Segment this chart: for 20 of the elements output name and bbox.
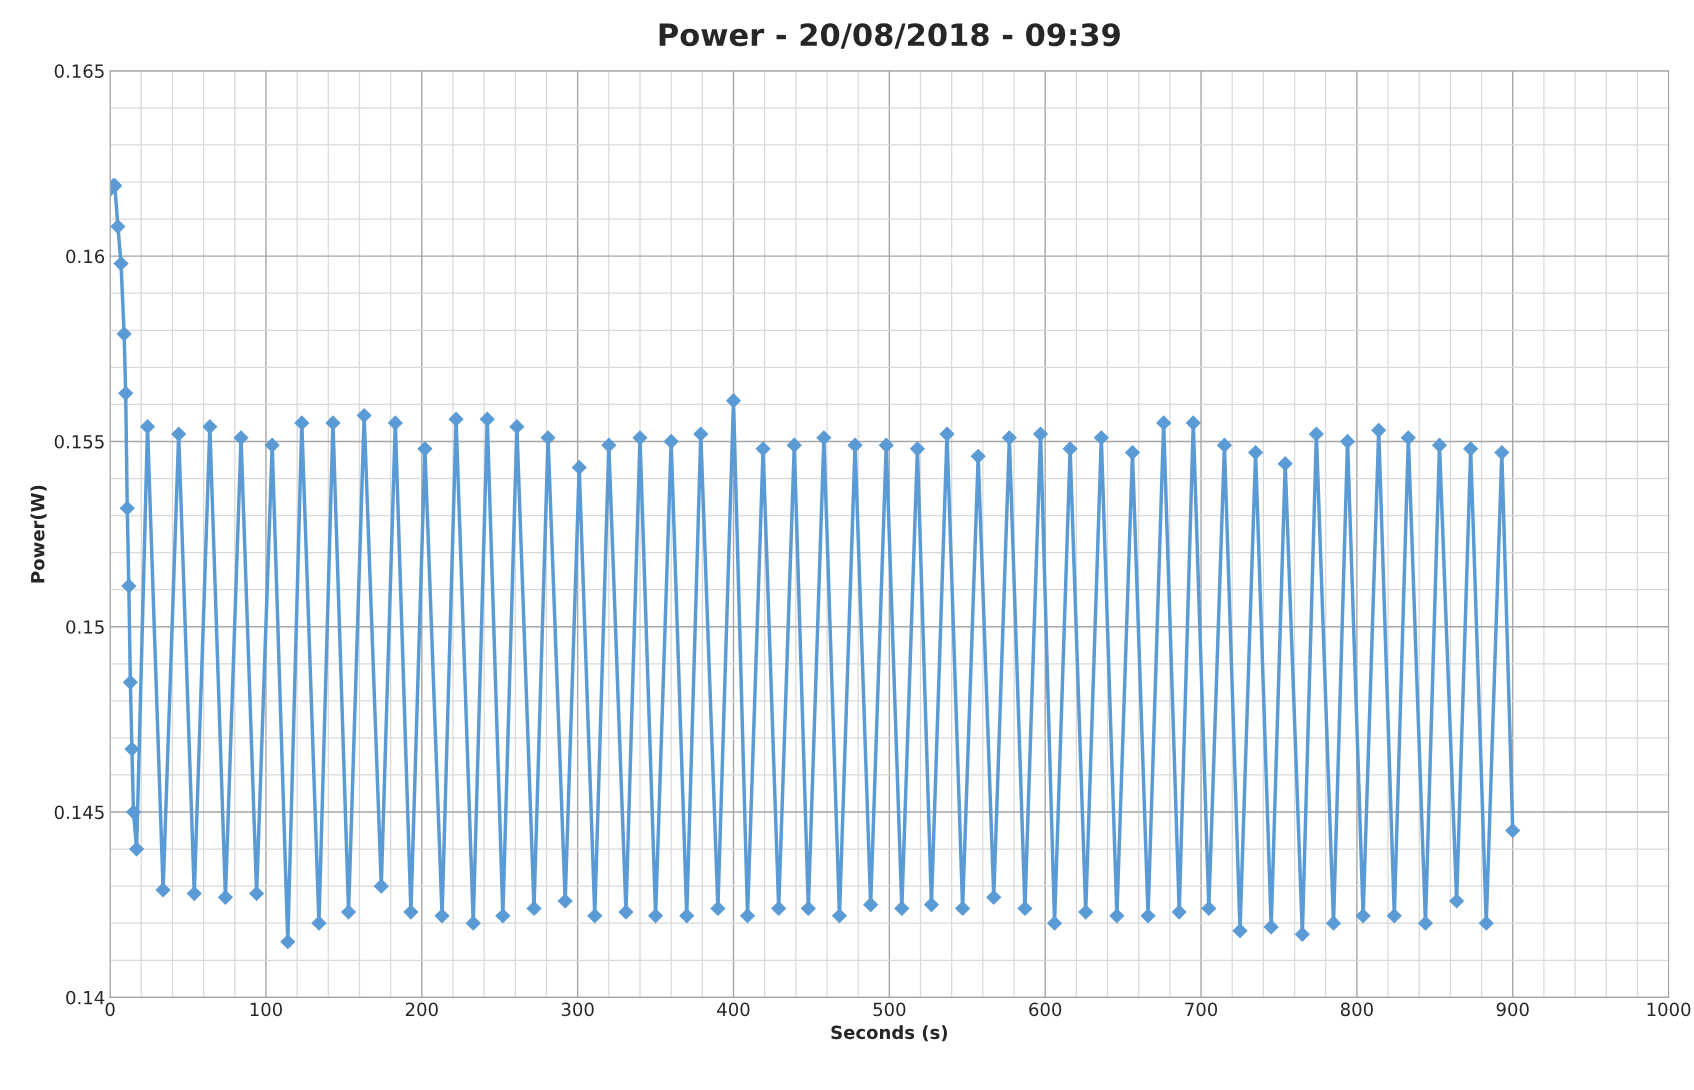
y-tick-label: 0.14 — [66, 990, 105, 1005]
y-tick-label: 0.145 — [54, 805, 104, 820]
x-tick-label: 400 — [717, 1002, 750, 1017]
x-tick-label: 600 — [1029, 1002, 1062, 1017]
x-axis-title: Seconds (s) — [831, 1025, 948, 1042]
y-tick-label: 0.155 — [54, 434, 104, 449]
x-tick-label: 0 — [105, 1002, 115, 1017]
x-tick-label: 1000 — [1647, 1002, 1691, 1017]
chart-title: Power - 20/08/2018 - 09:39 — [659, 23, 1120, 49]
x-tick-label: 500 — [873, 1002, 906, 1017]
x-tick-label: 200 — [405, 1002, 438, 1017]
x-tick-label: 800 — [1340, 1002, 1373, 1017]
y-tick-label: 0.16 — [66, 249, 105, 264]
y-tick-label: 0.165 — [54, 64, 104, 78]
y-tick-label: 0.15 — [66, 620, 104, 634]
y-axis-title: Power(W) — [30, 485, 47, 583]
x-tick-label: 300 — [561, 1002, 594, 1017]
x-tick-label: 100 — [250, 1002, 282, 1017]
x-tick-label: 700 — [1185, 1002, 1218, 1017]
x-tick-label: 900 — [1496, 1002, 1529, 1017]
